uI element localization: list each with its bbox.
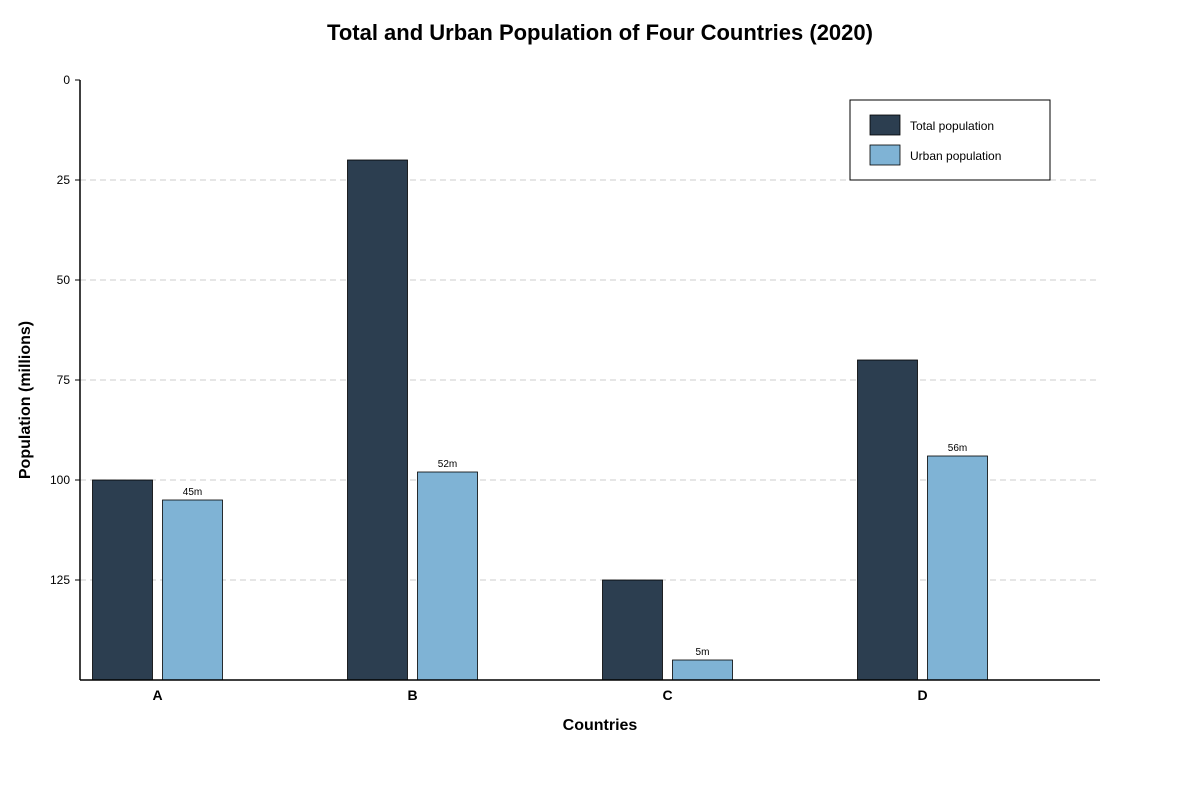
chart-title: Total and Urban Population of Four Count…	[327, 20, 873, 45]
legend-box	[849, 99, 1051, 181]
bars-layer	[92, 159, 988, 681]
x-tick-label: A	[152, 687, 162, 703]
data-label: 52m	[438, 459, 457, 470]
y-tick-label: 75	[57, 373, 71, 387]
bar-total-population	[347, 159, 408, 681]
x-tick-label: C	[662, 687, 672, 703]
x-tick-label: B	[407, 687, 417, 703]
labels-layer: 45m A 52m B 5m C 56m D	[152, 443, 967, 703]
bar-urban-population	[417, 471, 478, 681]
data-label: 5m	[696, 647, 710, 658]
legend-swatch-total	[869, 114, 901, 136]
legend-label-urban: Urban population	[910, 149, 1001, 163]
bar-total-population	[602, 579, 663, 681]
y-tick-label: 25	[57, 173, 71, 187]
y-tick-label: 100	[50, 473, 70, 487]
bar-total-population	[92, 479, 153, 681]
x-tick-label: D	[917, 687, 927, 703]
legend-label-total: Total population	[910, 119, 994, 133]
y-tick-label: 0	[63, 73, 70, 87]
bar-total-population	[857, 359, 918, 681]
legend-swatch-urban	[869, 144, 901, 166]
ticks-layer: 0 25 50 75 100 125	[50, 73, 80, 587]
y-tick-label: 125	[50, 573, 70, 587]
y-tick-label: 50	[57, 273, 71, 287]
x-axis-label: Countries	[563, 717, 638, 734]
bar-urban-population	[162, 499, 223, 681]
data-label: 45m	[183, 487, 202, 498]
legend: Total population Urban population	[849, 99, 1051, 181]
y-axis-label: Population (millions)	[17, 321, 34, 479]
bar-urban-population	[927, 455, 988, 681]
bar-urban-population	[672, 659, 733, 681]
data-label: 56m	[948, 443, 967, 454]
